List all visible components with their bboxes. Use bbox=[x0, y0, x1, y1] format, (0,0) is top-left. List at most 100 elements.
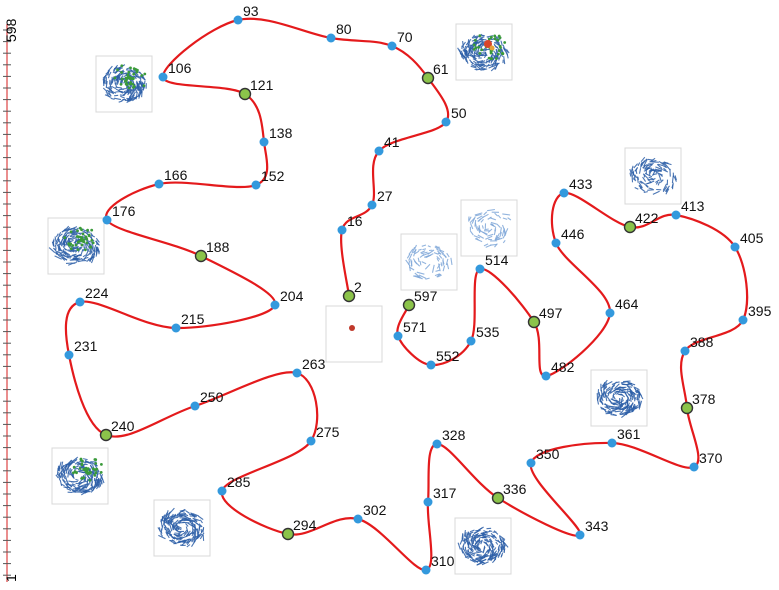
thumbnail-stroke bbox=[477, 526, 484, 531]
data-point-121: 121 bbox=[238, 77, 274, 101]
thumbnail-stroke bbox=[628, 393, 632, 399]
thumbnail-stroke bbox=[72, 232, 78, 236]
thumbnail-stroke bbox=[191, 522, 196, 527]
thumbnail-mark bbox=[472, 47, 476, 51]
thumbnail-stroke bbox=[642, 173, 649, 180]
thumb-2 bbox=[325, 305, 383, 363]
point-label: 310 bbox=[431, 553, 455, 569]
thumbnail-stroke bbox=[406, 253, 411, 259]
thumb-422 bbox=[624, 147, 682, 205]
thumbnail-stroke bbox=[476, 59, 484, 63]
thumbnail-stroke bbox=[71, 480, 78, 483]
thumbnail-mark bbox=[477, 45, 480, 49]
thumbnail-stroke bbox=[477, 38, 485, 44]
data-point-361: 361 bbox=[607, 426, 641, 448]
thumbnail-stroke bbox=[102, 78, 105, 84]
thumbnail-mark bbox=[495, 57, 498, 60]
thumbnail-stroke bbox=[472, 539, 475, 544]
thumbnail-stroke bbox=[659, 179, 664, 184]
thumbnail-stroke bbox=[652, 173, 658, 176]
data-point-240: 240 bbox=[99, 418, 135, 442]
thumbnail-stroke bbox=[674, 175, 677, 181]
thumbnail-stroke bbox=[502, 213, 511, 216]
thumbnail-stroke bbox=[655, 181, 659, 185]
thumbnail-stroke bbox=[70, 233, 74, 237]
thumbnail-stroke bbox=[111, 85, 117, 90]
thumb-378 bbox=[590, 369, 648, 427]
thumbnail-stroke bbox=[67, 472, 70, 478]
point-label: 361 bbox=[617, 426, 641, 442]
thumbnail-stroke bbox=[75, 482, 81, 485]
point-label: 231 bbox=[74, 338, 98, 354]
thumbnail-mark bbox=[124, 76, 128, 80]
point-label: 250 bbox=[200, 389, 224, 405]
thumbnail-stroke bbox=[166, 515, 170, 520]
thumbnail-stroke bbox=[82, 458, 88, 461]
thumbnail-mark bbox=[489, 51, 493, 55]
thumbnail-stroke bbox=[488, 530, 493, 532]
point-marker bbox=[102, 215, 112, 225]
thumbnail-stroke bbox=[425, 277, 430, 280]
thumbnail-stroke bbox=[639, 180, 643, 184]
data-point-294: 294 bbox=[281, 517, 317, 541]
thumbnail-stroke bbox=[59, 479, 63, 487]
thumbnail-mark bbox=[478, 34, 482, 38]
thumbnail-stroke bbox=[620, 380, 629, 384]
thumbnail-stroke bbox=[613, 390, 618, 396]
data-point-275: 275 bbox=[306, 424, 340, 446]
point-label: 176 bbox=[112, 203, 136, 219]
thumbnail-stroke bbox=[493, 534, 496, 539]
point-marker bbox=[680, 346, 690, 356]
data-point-378: 378 bbox=[680, 391, 716, 415]
thumbnail-stroke bbox=[60, 239, 63, 246]
thumbnail-stroke bbox=[611, 403, 619, 406]
thumbnail-stroke bbox=[468, 541, 473, 549]
thumbnail-mark bbox=[79, 235, 83, 239]
thumbnail-stroke bbox=[474, 219, 477, 227]
thumbnail-mark bbox=[130, 77, 134, 80]
thumbnail-stroke bbox=[621, 412, 628, 419]
thumbnail-stroke bbox=[83, 254, 88, 260]
data-point-336: 336 bbox=[491, 481, 527, 505]
thumbnail-stroke bbox=[185, 526, 189, 533]
thumbnail-mark bbox=[90, 239, 94, 242]
thumbnail-stroke bbox=[489, 217, 497, 221]
point-label: 302 bbox=[363, 502, 387, 518]
thumbnail-stroke bbox=[101, 476, 105, 484]
thumbnail-stroke bbox=[493, 62, 500, 67]
thumbnail-stroke bbox=[661, 164, 667, 168]
point-marker bbox=[306, 436, 316, 446]
thumbnail-stroke bbox=[178, 531, 182, 534]
thumbnail-stroke bbox=[171, 539, 177, 544]
point-label: 350 bbox=[536, 446, 560, 462]
thumbnail-stroke bbox=[481, 561, 489, 566]
thumb-188 bbox=[47, 217, 105, 275]
point-marker bbox=[475, 264, 485, 274]
point-label: 395 bbox=[748, 303, 772, 319]
thumbnail-stroke bbox=[470, 65, 477, 69]
thumbnail-stroke bbox=[463, 55, 468, 63]
thumbnail-stroke bbox=[107, 90, 111, 96]
data-point-482: 482 bbox=[541, 359, 575, 381]
data-point-250: 250 bbox=[190, 389, 224, 411]
thumbnail-mark bbox=[83, 467, 87, 471]
thumbnail-stroke bbox=[603, 385, 608, 389]
thumbnail-stroke bbox=[639, 400, 643, 408]
thumbnail-stroke bbox=[163, 526, 167, 531]
thumbnail-mark bbox=[497, 52, 500, 56]
thumbnail-stroke bbox=[446, 263, 450, 270]
thumbnail-stroke bbox=[475, 64, 481, 70]
thumbnail-stroke bbox=[158, 527, 161, 532]
thumbnail-stroke bbox=[90, 256, 95, 264]
thumbnail-stroke bbox=[483, 49, 488, 52]
thumbnail-stroke bbox=[603, 382, 608, 387]
data-point-317: 317 bbox=[423, 485, 457, 507]
thumbnail-stroke bbox=[493, 551, 496, 556]
thumbnail-stroke bbox=[612, 413, 617, 417]
thumbnail-stroke bbox=[612, 393, 615, 399]
thumbnail-stroke bbox=[488, 538, 494, 546]
data-point-16: 16 bbox=[337, 213, 363, 235]
thumbnail-stroke bbox=[487, 233, 494, 237]
thumbnail-stroke bbox=[487, 216, 492, 220]
